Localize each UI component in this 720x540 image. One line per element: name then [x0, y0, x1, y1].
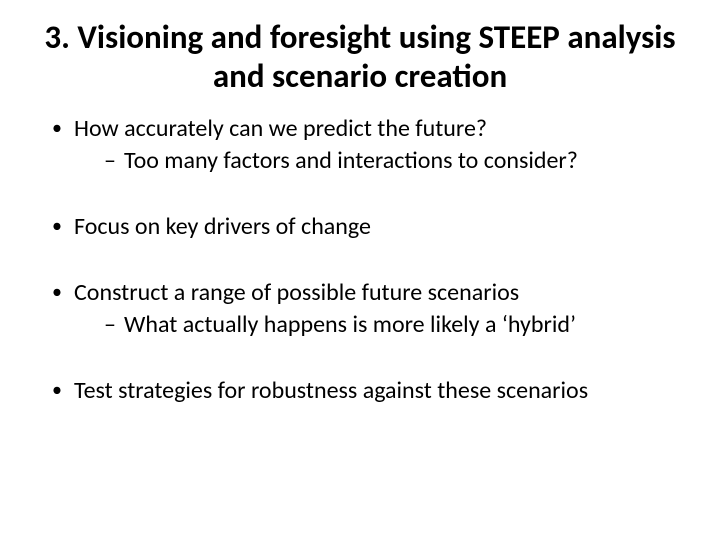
sub-list: Too many factors and interactions to con… — [74, 146, 688, 176]
list-item: Focus on key drivers of change — [52, 212, 688, 242]
list-item: How accurately can we predict the future… — [52, 114, 688, 176]
bullet-text: How accurately can we predict the future… — [74, 114, 487, 143]
bullet-list: How accurately can we predict the future… — [32, 114, 688, 406]
list-item: Construct a range of possible future sce… — [52, 278, 688, 340]
slide-title: 3. Visioning and foresight using STEEP a… — [32, 18, 688, 96]
sub-list-item: Too many factors and interactions to con… — [104, 146, 688, 176]
bullet-text: Test strategies for robustness against t… — [74, 376, 588, 405]
sub-list-item: What actually happens is more likely a ‘… — [104, 310, 688, 340]
bullet-text: Construct a range of possible future sce… — [74, 278, 519, 307]
slide: 3. Visioning and foresight using STEEP a… — [0, 0, 720, 540]
list-item: Test strategies for robustness against t… — [52, 376, 688, 406]
sub-bullet-text: What actually happens is more likely a ‘… — [124, 310, 576, 339]
sub-bullet-text: Too many factors and interactions to con… — [124, 146, 578, 175]
bullet-text: Focus on key drivers of change — [74, 212, 371, 241]
sub-list: What actually happens is more likely a ‘… — [74, 310, 688, 340]
